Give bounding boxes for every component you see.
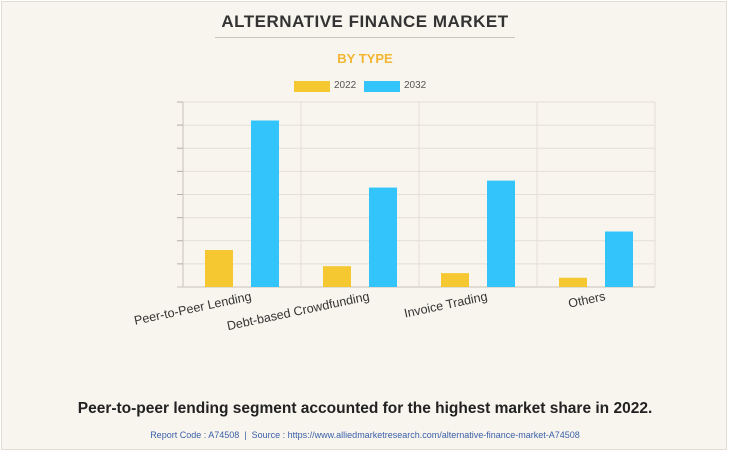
bar-2032-1 [369, 187, 397, 287]
report-code: Report Code : A74508 [150, 430, 240, 440]
source-link[interactable]: Source : https://www.alliedmarketresearc… [251, 430, 580, 440]
legend-swatch-2022 [294, 81, 330, 92]
bar-2022-2 [441, 273, 469, 287]
chart-subtitle: BY TYPE [337, 51, 393, 66]
legend-label-2032: 2032 [404, 80, 427, 91]
x-tick-label: Invoice Trading [403, 289, 489, 320]
bar-2032-2 [487, 180, 515, 287]
bar-2022-0 [205, 250, 233, 287]
bar-2022-1 [323, 266, 351, 287]
legend-label-2022: 2022 [334, 80, 357, 91]
footer-separator: | [244, 430, 247, 440]
chart-title: ALTERNATIVE FINANCE MARKET [221, 12, 509, 31]
legend-swatch-2032 [364, 81, 400, 92]
headline-caption: Peer-to-peer lending segment accounted f… [77, 400, 653, 417]
footer-source: Report Code : A74508 | Source : https://… [0, 430, 730, 440]
bar-2032-0 [251, 120, 279, 287]
x-tick-label: Others [567, 289, 607, 310]
bar-2032-3 [605, 231, 633, 287]
title-divider [215, 37, 515, 38]
bar-2022-3 [559, 277, 587, 287]
